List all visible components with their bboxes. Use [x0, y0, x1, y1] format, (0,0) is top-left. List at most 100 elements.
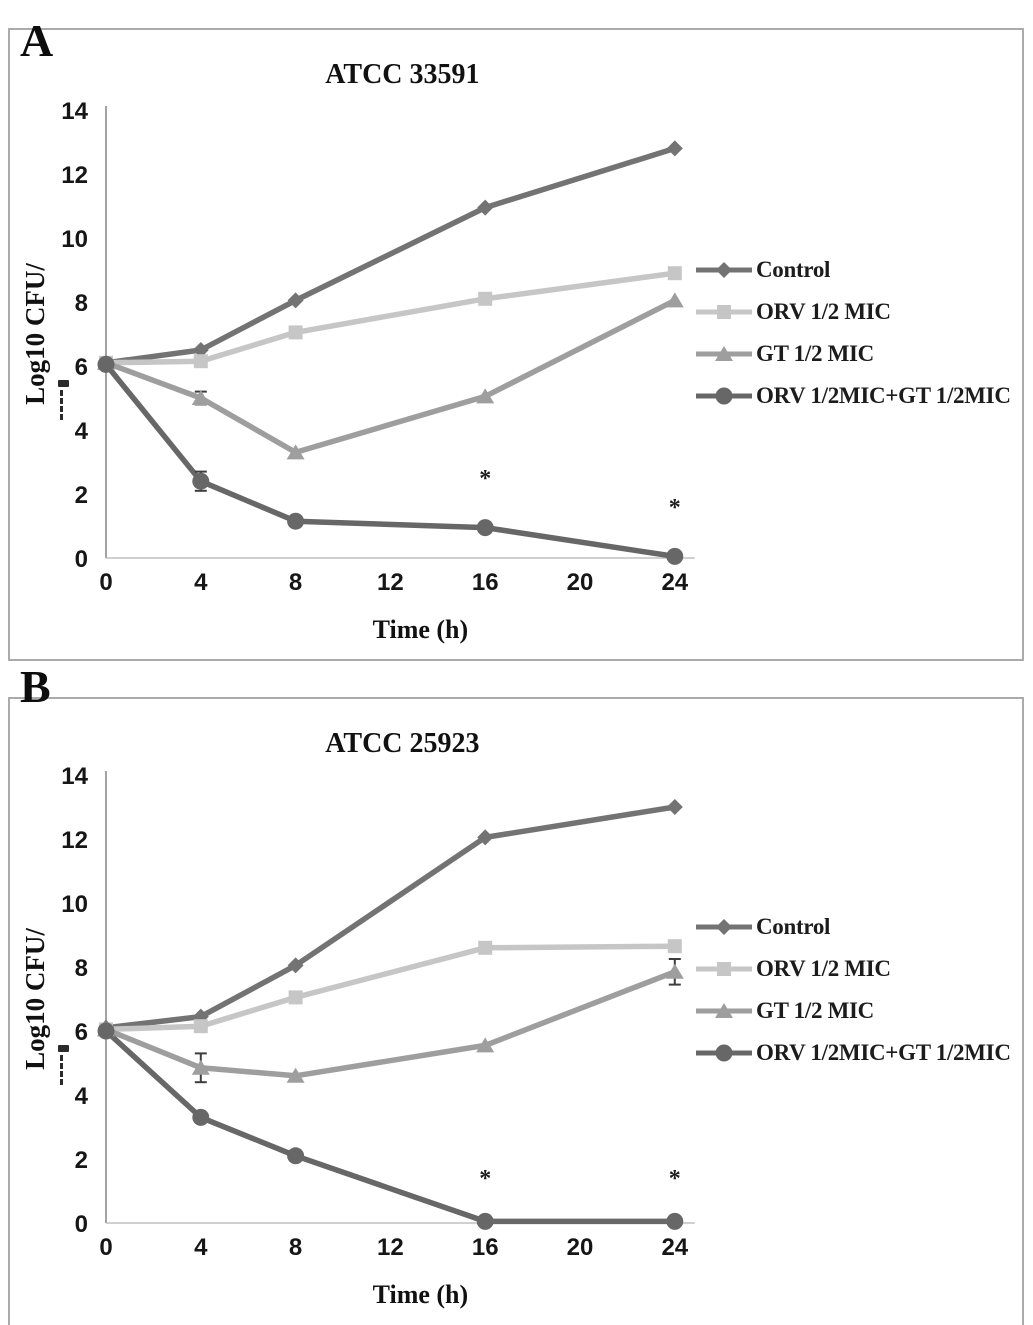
y-axis-label: Log10 CFU/: [20, 928, 50, 1070]
legend-marker-icon: [696, 262, 752, 278]
x-tick-label: 12: [377, 1234, 404, 1261]
x-tick-label: 20: [567, 569, 594, 596]
significance-asterisk: *: [479, 1166, 491, 1192]
triangle-marker: [476, 388, 495, 404]
circle-marker: [192, 472, 210, 490]
square-marker: [478, 940, 493, 955]
diamond-marker: [287, 957, 304, 974]
x-tick-label: 16: [472, 1234, 499, 1261]
y-tick-label: 8: [75, 955, 88, 982]
x-tick-label: 8: [289, 1234, 302, 1261]
x-tick-label: 4: [194, 1234, 208, 1261]
diamond-marker: [192, 342, 209, 358]
legend-label: ORV 1/2 MIC: [756, 956, 891, 981]
circle-marker: [715, 387, 733, 405]
triangle-marker: [286, 444, 305, 460]
legend-item: ORV 1/2 MIC: [694, 954, 1011, 984]
legend: Control ORV 1/2 MIC GT 1/2 MIC ORV 1/2MIC+G…: [694, 255, 1011, 423]
significance-asterisk: *: [479, 466, 491, 492]
ylabel-smudge-artifact: [58, 1045, 69, 1086]
panel-b-label: B: [20, 661, 51, 712]
legend-marker-icon: [696, 346, 752, 361]
series-line: [103, 145, 678, 366]
circle-marker: [476, 1212, 494, 1230]
legend-marker-icon: [696, 1044, 752, 1062]
smudge-blob: [58, 380, 69, 388]
legend-item: ORV 1/2MIC+GT 1/2MIC: [694, 1038, 1011, 1068]
square-marker: [288, 990, 303, 1005]
y-tick-label: 6: [75, 1019, 88, 1046]
x-tick-label: 12: [377, 569, 404, 596]
smudge-dashes: [60, 1055, 63, 1086]
y-tick-label: 2: [75, 482, 88, 509]
ylabel-smudge-artifact: [58, 380, 69, 421]
triangle-marker: [665, 292, 684, 308]
legend-label: Control: [756, 257, 831, 282]
y-tick-label: 10: [61, 226, 88, 253]
legend-marker-icon: [696, 919, 752, 935]
legend-marker-icon: [696, 1003, 752, 1018]
significance-asterisk: *: [669, 495, 681, 521]
diamond-marker: [716, 919, 732, 935]
legend-marker-icon: [696, 962, 752, 976]
legend-label: GT 1/2 MIC: [756, 998, 874, 1023]
x-tick-label: 16: [472, 569, 499, 596]
legend-label: ORV 1/2MIC+GT 1/2MIC: [756, 1040, 1011, 1065]
diamond-marker: [716, 262, 732, 278]
triangle-marker: [191, 1059, 210, 1075]
diamond-marker: [477, 199, 494, 216]
series-line: [103, 297, 678, 456]
square-marker: [288, 325, 303, 340]
triangle-marker: [286, 1067, 305, 1083]
square-marker: [478, 291, 493, 306]
panel-a-label: A: [20, 15, 54, 66]
y-tick-label: 12: [61, 162, 88, 189]
legend-marker-icon: [696, 387, 752, 405]
legend-label: ORV 1/2MIC+GT 1/2MIC: [756, 383, 1011, 408]
legend-marker-icon: [696, 305, 752, 319]
y-axis-label: Log10 CFU/: [20, 263, 50, 405]
circle-marker: [287, 512, 305, 530]
x-axis-label: Time (h): [373, 615, 469, 644]
circle-marker: [192, 1108, 210, 1126]
y-tick-label: 8: [75, 290, 88, 317]
circle-marker: [287, 1147, 305, 1165]
square-marker: [667, 266, 682, 281]
circle-marker: [476, 519, 494, 537]
legend-label: ORV 1/2 MIC: [756, 299, 891, 324]
legend-label: Control: [756, 914, 831, 939]
square-marker: [717, 305, 731, 319]
y-tick-label: 4: [75, 418, 89, 445]
legend-label: GT 1/2 MIC: [756, 341, 874, 366]
y-tick-label: 6: [75, 354, 88, 381]
smudge-blob: [58, 1045, 69, 1053]
diamond-marker: [287, 292, 304, 309]
y-tick-label: 2: [75, 1147, 88, 1174]
legend: Control ORV 1/2 MIC GT 1/2 MIC ORV 1/2MIC+G…: [694, 912, 1011, 1080]
y-tick-label: 4: [75, 1083, 89, 1110]
x-tick-label: 8: [289, 569, 302, 596]
series-line: [103, 804, 678, 1031]
x-tick-label: 0: [99, 569, 112, 596]
chart-title: ATCC 25923: [325, 728, 479, 759]
legend-item: GT 1/2 MIC: [694, 996, 1011, 1026]
chart-title: ATCC 33591: [325, 59, 479, 90]
x-tick-label: 0: [99, 1234, 112, 1261]
diamond-marker: [666, 799, 683, 815]
circle-marker: [97, 1022, 115, 1040]
panel-b-chart: ATCC 25923 0 2 4 6 8 10 12 14 0 4 8 12 16 20 24 Time (h)…: [8, 697, 1024, 1325]
circle-marker: [666, 1212, 684, 1230]
triangle-marker: [191, 390, 210, 405]
circle-marker: [715, 1044, 733, 1062]
x-tick-label: 4: [194, 569, 208, 596]
triangle-marker: [715, 1003, 733, 1018]
triangle-marker: [476, 1037, 495, 1053]
y-tick-label: 12: [61, 827, 88, 854]
x-tick-label: 24: [661, 1234, 688, 1261]
square-marker: [193, 354, 208, 369]
legend-item: GT 1/2 MIC: [694, 339, 1011, 369]
smudge-dashes: [60, 390, 63, 421]
y-tick-label: 10: [61, 891, 88, 918]
